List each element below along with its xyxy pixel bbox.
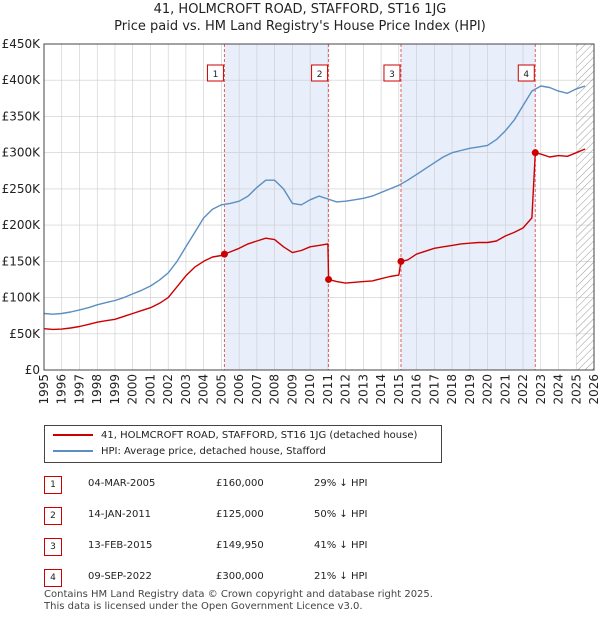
x-tick-label: 2000: [126, 374, 140, 405]
sale-date: 14-JAN-2011: [88, 509, 152, 520]
sale-number-badge: 3: [44, 538, 62, 556]
sale-point: [531, 149, 539, 157]
footer-copyright: Contains HM Land Registry data © Crown c…: [44, 589, 433, 600]
x-tick-label: 1999: [108, 374, 122, 405]
sale-point: [220, 250, 228, 258]
sale-date: 09-SEP-2022: [88, 571, 152, 582]
chart-subtitle: Price paid vs. HM Land Registry's House …: [114, 19, 486, 34]
x-tick-label: 1995: [37, 374, 51, 405]
sale-point: [325, 275, 333, 283]
legend-swatch-hpi: [53, 450, 93, 452]
y-tick-label: £300K: [2, 146, 42, 160]
sale-badge-label: 2: [317, 70, 323, 80]
x-tick-label: 1996: [55, 374, 69, 405]
sale-date: 04-MAR-2005: [88, 478, 156, 489]
y-tick-label: £450K: [2, 37, 42, 51]
x-tick-label: 2007: [250, 374, 264, 405]
sale-number-badge: 1: [44, 476, 62, 494]
sale-price: £160,000: [216, 478, 264, 489]
x-tick-label: 2026: [587, 374, 600, 405]
ownership-period-shade: [400, 44, 536, 370]
sale-badge: 1: [206, 64, 224, 82]
chart-title: 41, HOLMCROFT ROAD, STAFFORD, ST16 1JG: [153, 2, 447, 17]
x-tick-label: 2017: [427, 374, 441, 405]
sale-price: £300,000: [216, 571, 264, 582]
legend-label-hpi: HPI: Average price, detached house, Staf…: [101, 446, 326, 457]
table-row: 3 13-FEB-2015 £149,950 41% ↓ HPI: [44, 534, 444, 565]
sale-badge-label: 4: [523, 70, 529, 80]
x-tick-label: 2002: [161, 374, 175, 405]
x-tick-label: 2001: [143, 374, 157, 405]
legend-item-hpi: HPI: Average price, detached house, Staf…: [53, 444, 326, 460]
y-tick-label: £350K: [2, 109, 42, 123]
legend-label-price-paid: 41, HOLMCROFT ROAD, STAFFORD, ST16 1JG (…: [101, 430, 418, 441]
y-tick-label: £100K: [2, 291, 42, 305]
sale-price: £125,000: [216, 509, 264, 520]
sale-badge: 2: [311, 64, 329, 82]
sale-badge-label: 1: [213, 70, 219, 80]
y-tick-label: £200K: [2, 218, 42, 232]
sale-hpi-diff: 21% ↓ HPI: [314, 571, 368, 582]
sale-badge-box: [206, 64, 224, 82]
x-tick-label: 2019: [463, 374, 477, 405]
sale-number-badge: 4: [44, 569, 62, 587]
plot-frame: [43, 43, 595, 371]
sale-date: 13-FEB-2015: [88, 540, 153, 551]
sale-hpi-diff: 50% ↓ HPI: [314, 509, 368, 520]
x-tick-label: 2008: [268, 374, 282, 405]
ownership-period-shade: [224, 44, 329, 370]
legend: 41, HOLMCROFT ROAD, STAFFORD, ST16 1JG (…: [44, 425, 442, 463]
hpi-line: [43, 85, 586, 315]
legend-item-price-paid: 41, HOLMCROFT ROAD, STAFFORD, ST16 1JG (…: [53, 428, 417, 444]
x-tick-label: 2005: [214, 374, 228, 405]
x-tick-label: 2021: [498, 374, 512, 405]
sale-hpi-diff: 29% ↓ HPI: [314, 478, 368, 489]
sale-badge-label: 3: [389, 70, 395, 80]
x-tick-label: 2010: [303, 374, 317, 405]
x-tick-label: 1998: [90, 374, 104, 405]
sale-badge: 3: [383, 64, 401, 82]
sale-badge-box: [517, 64, 535, 82]
sale-badge: 4: [517, 64, 535, 82]
sales-table: 1 04-MAR-2005 £160,000 29% ↓ HPI 2 14-JA…: [44, 472, 444, 596]
x-tick-label: 2024: [552, 374, 566, 405]
x-tick-label: 2003: [179, 374, 193, 405]
x-tick-label: 2012: [339, 374, 353, 405]
x-tick-label: 2022: [516, 374, 530, 405]
x-tick-label: 2006: [232, 374, 246, 405]
price-chart: 1 2 3 4 £0 £50K £100K £150K £200K £250K £300K £350…: [2, 37, 600, 405]
x-tick-label: 2013: [356, 374, 370, 405]
y-tick-label: £250K: [2, 182, 42, 196]
x-tick-label: 2016: [410, 374, 424, 405]
sale-point: [397, 257, 405, 265]
y-tick-label: £150K: [2, 254, 42, 268]
x-tick-label: 2015: [392, 374, 406, 405]
price-paid-line: [43, 148, 586, 331]
sale-badge-box: [311, 64, 329, 82]
sale-number-badge: 2: [44, 507, 62, 525]
table-row: 4 09-SEP-2022 £300,000 21% ↓ HPI: [44, 565, 444, 596]
x-tick-label: 2025: [569, 374, 583, 405]
x-tick-label: 2014: [374, 374, 388, 405]
sale-badge-box: [383, 64, 401, 82]
x-tick-label: 2009: [285, 374, 299, 405]
y-tick-label: £0: [25, 363, 40, 377]
legend-swatch-price-paid: [53, 434, 93, 436]
x-tick-label: 2004: [197, 374, 211, 405]
y-tick-label: £400K: [2, 73, 42, 87]
footer-licence: This data is licensed under the Open Gov…: [44, 601, 363, 612]
x-tick-label: 2023: [534, 374, 548, 405]
x-tick-label: 2011: [321, 374, 335, 405]
table-row: 1 04-MAR-2005 £160,000 29% ↓ HPI: [44, 472, 444, 503]
x-tick-label: 1997: [72, 374, 86, 405]
x-tick-label: 2020: [481, 374, 495, 405]
footer: Contains HM Land Registry data © Crown c…: [44, 589, 433, 613]
sale-hpi-diff: 41% ↓ HPI: [314, 540, 368, 551]
table-row: 2 14-JAN-2011 £125,000 50% ↓ HPI: [44, 503, 444, 534]
x-tick-label: 2018: [445, 374, 459, 405]
y-tick-label: £50K: [9, 327, 41, 341]
forecast-hatch: [576, 44, 594, 370]
sale-price: £149,950: [216, 540, 264, 551]
